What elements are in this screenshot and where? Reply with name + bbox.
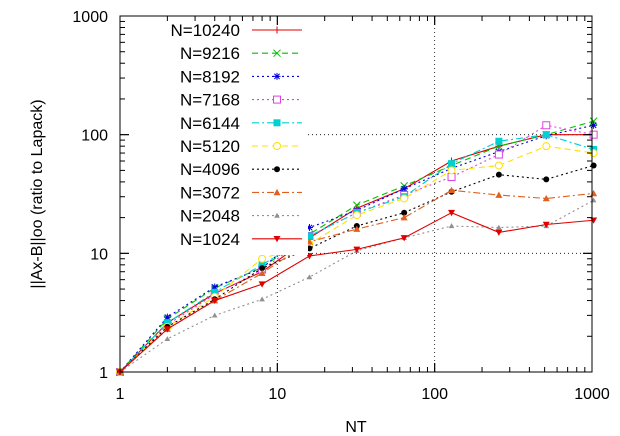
data-point bbox=[543, 176, 550, 183]
x-axis-label: NT bbox=[345, 419, 367, 436]
data-point bbox=[259, 296, 265, 302]
y-tick-label: 100 bbox=[81, 128, 108, 145]
plot-frame bbox=[119, 15, 593, 373]
data-point bbox=[542, 121, 551, 130]
data-point bbox=[496, 224, 502, 230]
legend-label: N=5120 bbox=[180, 137, 240, 156]
data-point bbox=[211, 283, 219, 291]
data-point bbox=[273, 72, 281, 80]
data-point bbox=[273, 236, 281, 243]
data-point bbox=[274, 212, 280, 218]
data-point bbox=[495, 191, 503, 198]
data-point bbox=[163, 326, 171, 333]
data-point bbox=[495, 171, 502, 178]
legend-label: N=6144 bbox=[180, 114, 240, 133]
data-point bbox=[273, 49, 281, 58]
data-point bbox=[542, 142, 551, 151]
series-line bbox=[119, 145, 594, 373]
data-point bbox=[258, 254, 267, 263]
data-point bbox=[305, 224, 313, 232]
data-point bbox=[353, 225, 361, 232]
data-point bbox=[495, 137, 503, 145]
data-point bbox=[447, 172, 456, 181]
data-point bbox=[542, 131, 550, 139]
legend-label: N=2048 bbox=[180, 207, 240, 226]
data-point bbox=[274, 166, 280, 173]
data-point bbox=[400, 185, 408, 193]
data-point bbox=[542, 221, 550, 228]
data-point bbox=[353, 246, 361, 253]
data-point bbox=[542, 194, 550, 202]
data-point bbox=[258, 261, 266, 269]
data-point bbox=[164, 336, 171, 342]
data-point bbox=[400, 194, 409, 203]
legend-label: N=1024 bbox=[180, 230, 240, 249]
data-point bbox=[448, 209, 456, 217]
data-point bbox=[305, 232, 313, 240]
x-tick-label: 10 bbox=[268, 386, 286, 403]
data-point bbox=[211, 297, 219, 305]
data-point bbox=[494, 150, 503, 159]
x-tick-label: 100 bbox=[421, 386, 448, 403]
data-point bbox=[259, 265, 266, 272]
x-tick-label: 1000 bbox=[574, 386, 610, 403]
data-point bbox=[211, 288, 219, 296]
data-point bbox=[273, 188, 281, 196]
data-point bbox=[273, 142, 281, 150]
data-point bbox=[400, 235, 408, 242]
legend-label: N=4096 bbox=[180, 160, 240, 179]
data-point bbox=[273, 119, 281, 127]
ticks: 1 10 100 1000 1 10 100 1000 bbox=[72, 9, 609, 403]
data-point bbox=[448, 160, 456, 168]
data-point bbox=[494, 161, 503, 170]
legend-label: N=7168 bbox=[180, 91, 240, 110]
data-point bbox=[258, 269, 266, 277]
grid bbox=[120, 16, 592, 372]
data-point bbox=[448, 186, 456, 194]
data-point bbox=[400, 214, 408, 221]
data-point bbox=[352, 211, 361, 220]
y-tick-label: 10 bbox=[90, 246, 108, 263]
legend-label: N=10240 bbox=[171, 21, 240, 40]
y-tick-label: 1 bbox=[99, 365, 108, 382]
y-axis-label: ||Ax-B||oo (ratio to Lapack) bbox=[29, 99, 46, 288]
data-point bbox=[448, 223, 455, 229]
data-point bbox=[163, 313, 171, 321]
legend-label: N=3072 bbox=[180, 183, 240, 202]
legend-label: N=9216 bbox=[180, 44, 240, 63]
data-point bbox=[163, 319, 171, 327]
data-point bbox=[401, 209, 408, 216]
data-point bbox=[590, 121, 598, 129]
data-point bbox=[352, 201, 361, 209]
data-point bbox=[258, 281, 266, 288]
data-point bbox=[495, 229, 503, 236]
data-point bbox=[211, 312, 218, 318]
data-point bbox=[273, 95, 281, 104]
data-point bbox=[273, 26, 281, 34]
data-point bbox=[447, 166, 456, 175]
x-tick-label: 1 bbox=[116, 386, 125, 403]
legend: N=10240 N=9216 N=8192 N=7168 N=6144 N=5120 N=4… bbox=[171, 21, 302, 249]
y-tick-label: 1000 bbox=[72, 9, 108, 26]
legend-label: N=8192 bbox=[180, 67, 240, 86]
data-point bbox=[306, 274, 313, 280]
